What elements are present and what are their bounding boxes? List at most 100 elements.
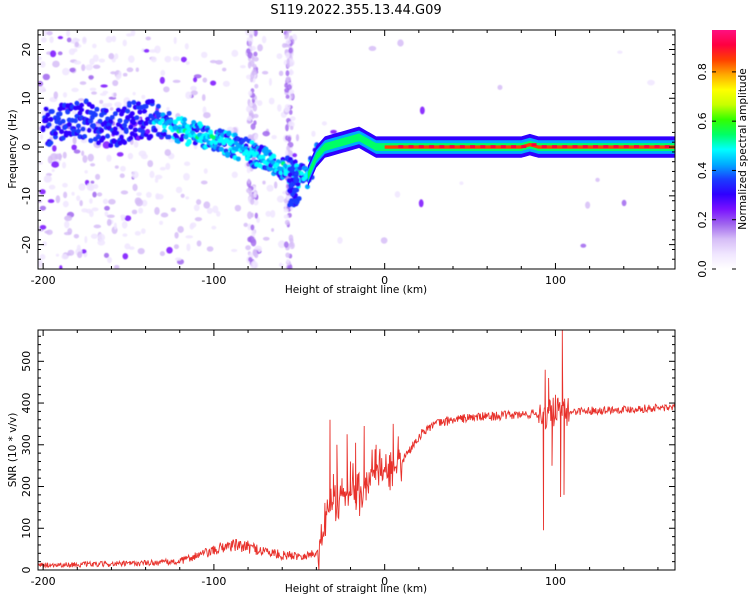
spectrogram-cell bbox=[252, 104, 258, 112]
spectrogram-cell bbox=[193, 77, 198, 83]
spectrogram-cell bbox=[394, 191, 401, 198]
snr-series bbox=[38, 330, 675, 570]
spectrogram-cell bbox=[84, 235, 88, 244]
spectrogram-cell bbox=[449, 145, 455, 149]
spectrogram-cell bbox=[261, 35, 267, 44]
spectrogram-cell bbox=[193, 204, 200, 212]
spectrogram-cell bbox=[285, 149, 289, 157]
spectrogram-cell bbox=[283, 163, 288, 168]
spectrogram-cell bbox=[174, 125, 179, 130]
spectrogram-cell bbox=[102, 90, 109, 95]
spectrogram-cell bbox=[80, 126, 86, 132]
spectrogram-cell bbox=[64, 215, 73, 222]
spectrogram-cell bbox=[262, 236, 270, 241]
spectrogram-cell bbox=[134, 115, 140, 121]
spectrogram-cell bbox=[110, 71, 117, 75]
spectrogram-cell bbox=[118, 70, 122, 79]
spectrogram-cell bbox=[119, 173, 125, 179]
spectrogram-cell bbox=[287, 188, 293, 194]
spectrogram-cell bbox=[83, 98, 89, 104]
spectrogram-cell bbox=[63, 191, 68, 199]
spectrogram-cell bbox=[304, 184, 310, 190]
spectrogram-cell bbox=[39, 224, 47, 230]
spectrogram-cell bbox=[113, 92, 117, 97]
spectrogram-cell bbox=[159, 166, 166, 171]
spectrogram-cell bbox=[47, 199, 55, 204]
spectrogram-cell bbox=[159, 220, 164, 225]
spectrogram-cell bbox=[185, 61, 190, 65]
spectrogram-cell bbox=[88, 75, 94, 80]
spectrogram-cell bbox=[74, 100, 80, 106]
spectrogram-cell bbox=[79, 102, 85, 108]
spectrogram-cell bbox=[277, 240, 286, 249]
spectrogram-heatmap bbox=[38, 30, 675, 269]
spectrogram-cell bbox=[253, 30, 258, 37]
spectrogram-cell bbox=[248, 256, 253, 262]
spectrogram-cell bbox=[595, 177, 600, 183]
spectrogram-cell bbox=[52, 60, 60, 68]
spectrogram-cell bbox=[73, 233, 80, 239]
spectrogram-cell bbox=[42, 241, 47, 247]
spectrogram-cell bbox=[145, 116, 151, 122]
spectrogram-cell bbox=[165, 162, 171, 170]
spectrogram-cell bbox=[184, 43, 189, 50]
spectrogram-cell bbox=[99, 128, 105, 134]
spectrogram-cell bbox=[97, 118, 103, 124]
spectrogram-cell bbox=[213, 140, 218, 145]
spectrogram-cell bbox=[79, 107, 85, 113]
spectrogram-cell bbox=[59, 265, 63, 269]
spectrogram-cell bbox=[46, 31, 53, 36]
spectrogram-cell bbox=[253, 120, 257, 126]
spectrogram-cell bbox=[288, 199, 294, 205]
spectrogram-cell bbox=[135, 198, 144, 207]
spectrogram-cell bbox=[288, 47, 293, 54]
spectrogram-cell bbox=[246, 48, 251, 54]
spectrogram-cell bbox=[186, 139, 192, 145]
spectrogram-cell bbox=[222, 80, 230, 87]
spectrogram-cell bbox=[106, 154, 112, 162]
spectrogram-cell bbox=[202, 106, 207, 114]
snr-ticks: -200 -100 0 100 0 100 200 300 400 500 bbox=[20, 330, 675, 588]
spectrogram-cell bbox=[81, 64, 86, 72]
spectrogram-cell bbox=[253, 51, 258, 57]
spectrogram-cell bbox=[289, 116, 296, 121]
spectrogram-cell bbox=[100, 84, 108, 88]
snr-xtick-label: 100 bbox=[545, 575, 566, 588]
spectrogram-cell bbox=[126, 33, 133, 37]
spectrogram-cell bbox=[102, 198, 109, 205]
colorbar-tick-label: 0.6 bbox=[696, 112, 709, 130]
spectrogram-cell bbox=[277, 104, 282, 112]
spectrogram-cell bbox=[196, 240, 202, 247]
spectrogram-cell bbox=[235, 156, 241, 162]
spectrogram-cell bbox=[289, 237, 294, 244]
spectrogram-cell bbox=[497, 84, 503, 91]
spectrogram-xtick-label: 0 bbox=[381, 274, 388, 287]
spectrogram-cell bbox=[39, 205, 47, 211]
colorbar-ticks: 0.0 0.2 0.4 0.6 0.8 bbox=[696, 63, 736, 278]
spectrogram-cell bbox=[147, 160, 154, 168]
colorbar: 0.0 0.2 0.4 0.6 0.8 Normalized spectral ampl… bbox=[696, 30, 749, 278]
spectrogram-cell bbox=[418, 199, 424, 208]
spectrogram-cell bbox=[294, 170, 300, 176]
spectrogram-cell bbox=[285, 52, 290, 59]
spectrogram-cell bbox=[226, 131, 232, 137]
spectrogram-cell bbox=[397, 39, 404, 47]
spectrogram-cell bbox=[163, 86, 170, 93]
spectrogram-cell bbox=[97, 233, 106, 242]
spectrogram-cell bbox=[68, 48, 76, 56]
spectrogram-cell bbox=[190, 90, 198, 96]
spectrogram-cell bbox=[128, 55, 135, 63]
spectrogram-cell bbox=[234, 204, 242, 212]
spectrogram-cell bbox=[250, 197, 255, 205]
spectrogram-cell bbox=[131, 209, 138, 215]
spectrogram-cell bbox=[270, 160, 276, 165]
spectrogram-cell bbox=[262, 130, 270, 137]
spectrogram-cell bbox=[114, 130, 120, 136]
snr-ylabel: SNR (10 * v/v) bbox=[7, 413, 19, 488]
spectrogram-cell bbox=[66, 252, 71, 256]
spectrogram-cell bbox=[291, 153, 298, 158]
spectrogram-cell bbox=[141, 94, 146, 100]
snr-line bbox=[38, 330, 675, 570]
spectrogram-cell bbox=[210, 80, 217, 86]
spectrogram-cell bbox=[253, 133, 259, 141]
